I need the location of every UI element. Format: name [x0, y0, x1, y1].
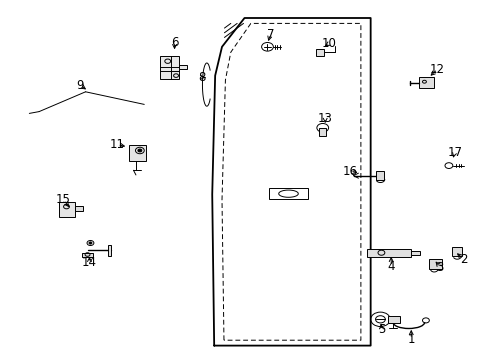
Text: 5: 5 — [377, 323, 385, 336]
Text: 14: 14 — [82, 256, 97, 269]
Polygon shape — [375, 171, 384, 180]
Polygon shape — [428, 259, 441, 269]
Text: 16: 16 — [342, 165, 357, 177]
Text: 1: 1 — [407, 333, 414, 346]
Polygon shape — [59, 202, 75, 217]
Text: 17: 17 — [447, 146, 461, 159]
Polygon shape — [160, 56, 179, 79]
Polygon shape — [179, 65, 187, 69]
Text: 4: 4 — [386, 260, 394, 273]
Polygon shape — [128, 145, 145, 161]
Text: 15: 15 — [56, 193, 71, 206]
Text: 3: 3 — [435, 261, 443, 274]
Polygon shape — [410, 251, 419, 255]
Polygon shape — [387, 316, 399, 323]
Text: 10: 10 — [322, 37, 336, 50]
Text: 13: 13 — [317, 112, 332, 125]
Text: 8: 8 — [198, 71, 205, 84]
Polygon shape — [319, 128, 325, 136]
Text: 7: 7 — [266, 28, 274, 41]
Circle shape — [89, 242, 92, 244]
Text: 11: 11 — [110, 138, 124, 151]
Polygon shape — [81, 253, 93, 257]
Polygon shape — [366, 249, 410, 257]
Text: 9: 9 — [76, 79, 84, 92]
Text: 2: 2 — [459, 253, 467, 266]
Polygon shape — [418, 77, 433, 88]
Text: 6: 6 — [170, 36, 178, 49]
Polygon shape — [316, 49, 324, 56]
Polygon shape — [451, 247, 461, 256]
Polygon shape — [107, 245, 111, 256]
Polygon shape — [75, 206, 83, 211]
Text: 12: 12 — [429, 63, 444, 76]
Circle shape — [138, 149, 142, 152]
